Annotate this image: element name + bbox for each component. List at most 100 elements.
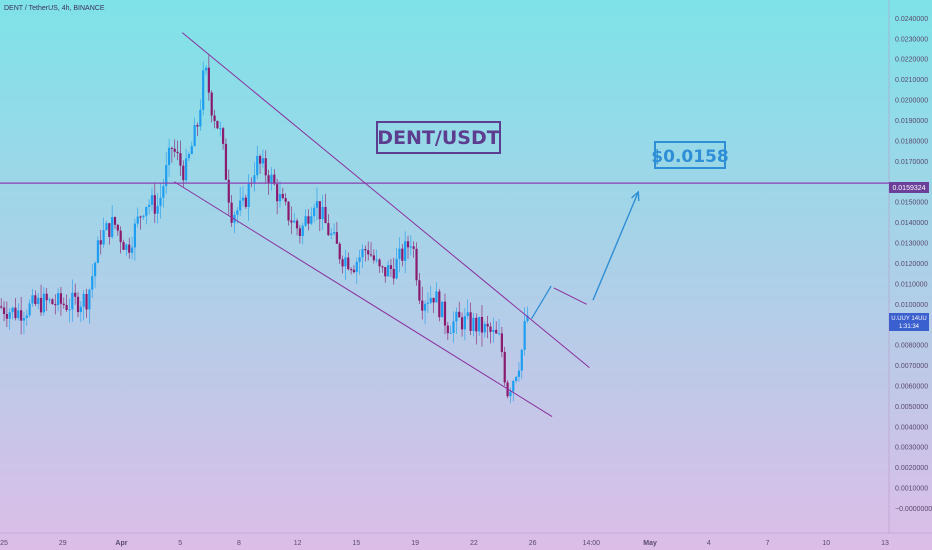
y-tick-label: 0.0220000 xyxy=(895,57,928,64)
candle-body xyxy=(179,153,182,166)
candle-body xyxy=(247,182,250,207)
y-tick-label: 0.0130000 xyxy=(895,241,928,248)
candle-body xyxy=(429,297,432,303)
candle-body xyxy=(475,317,478,332)
x-tick-label: 13 xyxy=(881,540,889,547)
candle-body xyxy=(443,301,447,326)
target-annotation[interactable]: $0.0158 xyxy=(651,141,729,169)
y-tick-label: 0.0190000 xyxy=(895,118,928,125)
candle-body xyxy=(452,321,455,333)
x-tick-label: 7 xyxy=(766,540,770,547)
candle-body xyxy=(503,351,506,383)
y-tick-label: 0.0230000 xyxy=(895,36,928,43)
candle-body xyxy=(207,67,210,93)
y-tick-label: 0.0120000 xyxy=(895,261,928,268)
x-tick-label: 25 xyxy=(0,540,8,547)
candle-body xyxy=(458,311,461,318)
candle-body xyxy=(125,244,128,250)
candle-body xyxy=(45,293,48,301)
candle-body xyxy=(449,332,452,334)
candle-body xyxy=(401,248,404,261)
candle-body xyxy=(105,223,108,231)
x-tick-label: 10 xyxy=(822,540,830,547)
x-tick-label: 5 xyxy=(178,540,182,547)
candle-body xyxy=(497,333,501,335)
candle-body xyxy=(227,179,230,203)
candle-body xyxy=(330,233,333,236)
candle-body xyxy=(93,262,97,277)
candle-body xyxy=(187,154,191,159)
candle-body xyxy=(56,293,60,306)
candle-body xyxy=(2,307,6,315)
x-tick-label: 8 xyxy=(237,540,241,547)
candle-body xyxy=(517,370,521,377)
candle-body xyxy=(276,184,279,202)
symbol-label: DENT / TetherUS, 4h, BINANCE xyxy=(4,5,105,12)
y-tick-label: 0.0020000 xyxy=(895,465,928,472)
candle-body xyxy=(156,206,159,214)
candle-body xyxy=(199,109,202,127)
candle-body xyxy=(133,223,137,248)
candle-body xyxy=(486,323,489,327)
y-tick-label: 0.0070000 xyxy=(895,363,928,370)
candle-body xyxy=(165,165,168,187)
candle-body xyxy=(315,201,319,208)
last-price-badge-text: U.UUY 14UU xyxy=(891,316,927,322)
candle-body xyxy=(91,276,94,290)
y-tick-label: 0.0080000 xyxy=(895,343,928,350)
candle-body xyxy=(54,304,57,306)
candle-body xyxy=(96,240,100,263)
candle-body xyxy=(219,128,222,130)
x-tick-label: 26 xyxy=(529,540,537,547)
candle-body xyxy=(256,155,259,176)
candle-body xyxy=(358,257,361,262)
candle-body xyxy=(48,299,51,301)
candle-body xyxy=(264,158,267,176)
candle-body xyxy=(438,291,441,318)
candle-body xyxy=(332,232,336,234)
candle-body xyxy=(344,257,347,267)
candle-body xyxy=(415,248,418,281)
candle-body xyxy=(327,223,330,236)
candle-body xyxy=(335,232,338,244)
candle-body xyxy=(202,70,205,110)
y-tick-label: 0.0110000 xyxy=(895,281,928,288)
candle-body xyxy=(310,216,313,224)
candle-body xyxy=(236,210,239,215)
pair-annotation[interactable]: DENT/USDT xyxy=(376,121,501,154)
candle-body xyxy=(261,158,265,164)
candle-body xyxy=(159,197,162,207)
candle-body xyxy=(350,269,353,271)
candle-body xyxy=(426,302,430,304)
candle-body xyxy=(512,380,515,392)
candle-body xyxy=(221,128,225,144)
candle-body xyxy=(230,202,233,223)
candle-body xyxy=(520,349,523,371)
candle-body xyxy=(39,297,43,313)
candle-body xyxy=(20,310,23,321)
candle-body xyxy=(421,300,424,311)
candle-body xyxy=(213,115,216,121)
candle-body xyxy=(392,268,395,279)
candle-body xyxy=(239,200,242,211)
candle-body xyxy=(469,312,472,331)
price-axis[interactable]: 0.0240000 0.0230000 0.0220000 0.0210000 0.02… xyxy=(895,16,932,513)
candle-body xyxy=(25,315,28,318)
candle-body xyxy=(196,125,199,127)
projection-leg-up xyxy=(531,285,552,319)
candle-body xyxy=(241,197,245,201)
candle-body xyxy=(173,148,176,152)
candle-body xyxy=(386,265,390,277)
candle-body xyxy=(190,146,193,155)
candle-body xyxy=(384,267,387,277)
candle-body xyxy=(489,326,492,332)
candle-body xyxy=(153,195,156,214)
y-tick-label: 0.0060000 xyxy=(895,383,928,390)
candle-body xyxy=(495,329,498,334)
time-axis[interactable]: 25 29 Apr 5 8 12 15 19 22 26 14:00 May 4 7 10 13 xyxy=(0,540,889,547)
hline-price-badge-text: 0.0159324 xyxy=(892,185,925,192)
candle-body xyxy=(293,220,296,223)
candle-body xyxy=(406,241,410,248)
candle-body xyxy=(423,303,427,311)
